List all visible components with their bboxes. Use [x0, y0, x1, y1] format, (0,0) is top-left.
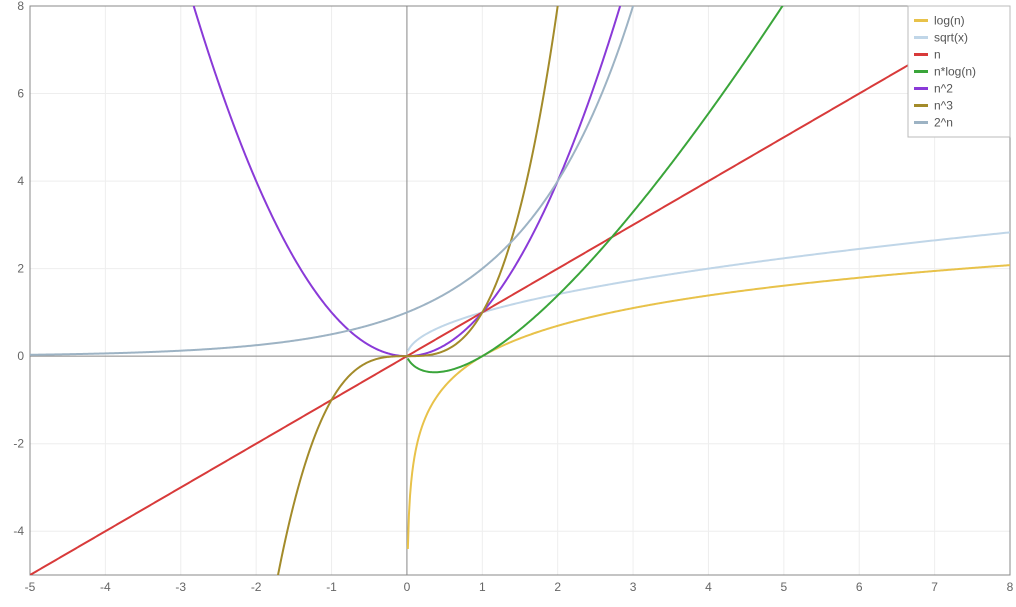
x-tick-label: 0	[404, 580, 411, 594]
legend-label-sqrt: sqrt(x)	[934, 31, 968, 45]
legend-swatch-n3	[914, 104, 928, 107]
legend-label-nlogn: n*log(n)	[934, 65, 976, 79]
x-tick-label: -5	[25, 580, 36, 594]
x-tick-label: -1	[326, 580, 337, 594]
legend-swatch-n2	[914, 87, 928, 90]
legend-label-n3: n^3	[934, 99, 953, 113]
x-tick-label: 4	[705, 580, 712, 594]
growth-functions-chart: -5 -4 -3 -2 -1 0 1 2 3 4 5 6 7 8 -4 -2 0 2 4 6 8 log(n) sqrt(x…	[0, 0, 1016, 607]
legend-swatch-sqrt	[914, 36, 928, 39]
legend-swatch-n	[914, 53, 928, 56]
y-tick-label: -4	[13, 524, 24, 538]
legend-label-n2: n^2	[934, 82, 953, 96]
y-tick-label: 6	[17, 87, 24, 101]
x-tick-label: 6	[856, 580, 863, 594]
legend-label-log: log(n)	[934, 14, 965, 28]
x-tick-label: -3	[175, 580, 186, 594]
x-tick-label: -2	[251, 580, 262, 594]
x-tick-label: 1	[479, 580, 486, 594]
legend-label-n: n	[934, 48, 941, 62]
y-tick-label: 0	[17, 349, 24, 363]
x-tick-label: 3	[630, 580, 637, 594]
legend-swatch-log	[914, 19, 928, 22]
x-tick-label: 5	[781, 580, 788, 594]
y-tick-label: -2	[13, 437, 24, 451]
chart-container: -5 -4 -3 -2 -1 0 1 2 3 4 5 6 7 8 -4 -2 0 2 4 6 8 log(n) sqrt(x…	[0, 0, 1016, 607]
x-tick-label: 8	[1007, 580, 1014, 594]
x-tick-label: 7	[931, 580, 938, 594]
legend-label-pow2: 2^n	[934, 116, 953, 130]
y-tick-label: 2	[17, 262, 24, 276]
y-tick-label: 4	[17, 174, 24, 188]
legend: log(n) sqrt(x) n n*log(n) n^2 n^3 2^n	[908, 6, 1010, 137]
x-tick-label: -4	[100, 580, 111, 594]
x-tick-label: 2	[554, 580, 561, 594]
y-tick-label: 8	[17, 0, 24, 13]
legend-swatch-nlogn	[914, 70, 928, 73]
legend-swatch-pow2	[914, 121, 928, 124]
